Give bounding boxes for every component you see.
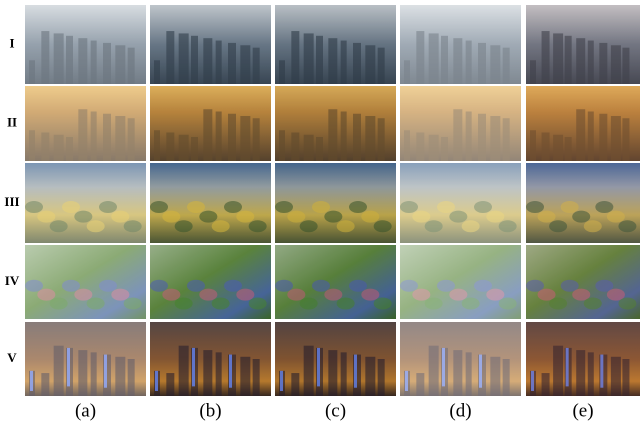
column-label: (a) [75,400,96,421]
image-detail [25,163,146,243]
image-detail [275,86,396,161]
image-detail [275,245,396,319]
image-detail [25,322,146,396]
image-detail [275,322,396,396]
image-detail [400,5,521,84]
image-detail [400,322,521,396]
image-detail [150,245,271,319]
page: {"row_labels": ["I", "II", "III", "IV", … [0,0,640,431]
image-detail [150,5,271,84]
image-detail [25,5,146,84]
column-label: (d) [449,400,471,421]
row-label: III [4,194,19,209]
row-label: II [7,114,17,129]
figure: IIIIIIIVV(a)(b)(c)(d)(e) [0,0,640,431]
row-label: V [7,350,17,365]
image-detail [150,163,271,243]
column-label: (c) [325,400,346,421]
image-detail [400,163,521,243]
image-detail [25,86,146,161]
image-detail [25,245,146,319]
row-label: IV [5,273,20,288]
column-label: (e) [572,400,593,421]
image-detail [150,86,271,161]
image-detail [275,163,396,243]
image-detail [275,5,396,84]
row-label: I [9,35,14,50]
image-detail [150,322,271,396]
column-label: (b) [199,400,221,421]
image-detail [400,86,521,161]
image-detail [400,245,521,319]
